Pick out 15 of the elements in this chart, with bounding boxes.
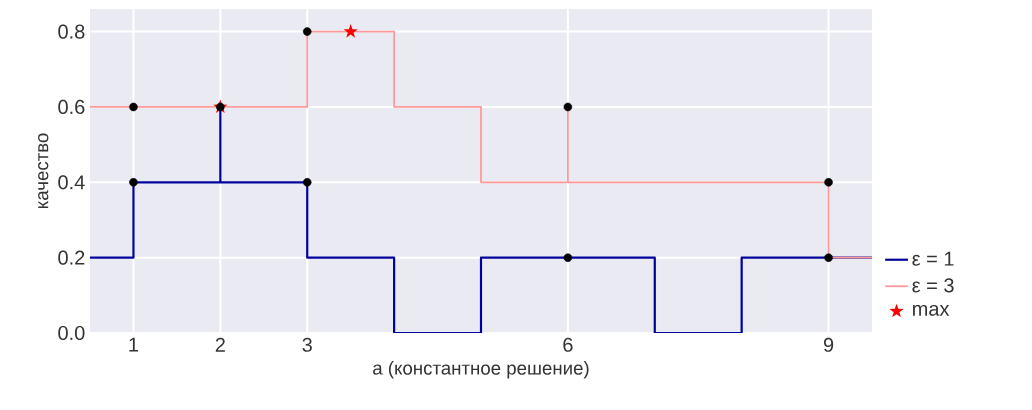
- legend-label: ε = 1: [912, 251, 954, 266]
- y-tick-label: 0.8: [58, 24, 85, 39]
- x-tick-label: 3: [302, 337, 312, 352]
- y-axis-title: качество: [38, 133, 49, 209]
- x-tick-label: 2: [215, 337, 225, 352]
- legend-label: ε = 3: [912, 278, 954, 293]
- y-tick-label: 0.2: [58, 250, 85, 265]
- y-tick-label: 0.4: [58, 175, 85, 190]
- x-tick-label: 1: [129, 337, 139, 352]
- y-tick-label: 0.6: [58, 99, 85, 115]
- y-tick-label: 0.0: [58, 325, 85, 341]
- x-tick-label: 6: [563, 337, 573, 352]
- x-axis-title: a (константное решение): [373, 361, 589, 379]
- legend-label: max: [913, 304, 950, 316]
- x-tick-label: 9: [823, 337, 834, 352]
